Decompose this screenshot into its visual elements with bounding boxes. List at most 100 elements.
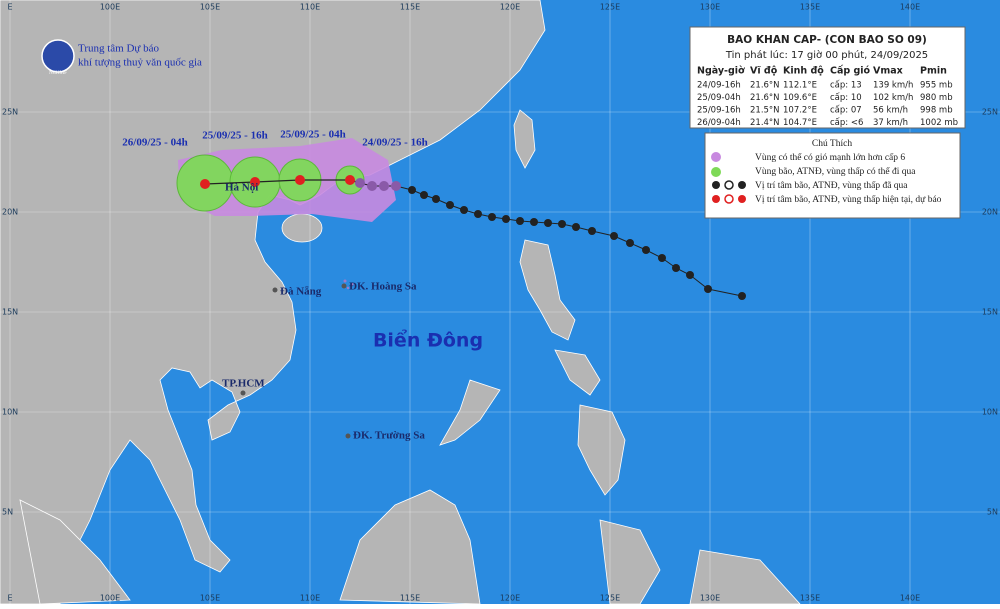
lon-label: 125E bbox=[600, 3, 620, 12]
legend-item: Vùng có thể có gió mạnh lớn hơn cấp 6 bbox=[755, 152, 905, 163]
place-label: ĐK. Hoàng Sa bbox=[349, 281, 417, 293]
table-header: Cấp gió bbox=[830, 66, 871, 77]
lon-label: 135E bbox=[800, 3, 820, 12]
lat-label: 5N bbox=[987, 508, 998, 517]
past-position bbox=[420, 191, 428, 199]
table-header: Vmax bbox=[873, 66, 903, 77]
bulletin-table: Ngày-giờ Vĩ độ Kinh độ Cấp gió Vmax Pmin 24/09… bbox=[697, 66, 958, 129]
place-label: ĐK. Trường Sa bbox=[353, 430, 425, 442]
table-cell: 21.6°N bbox=[750, 81, 780, 91]
past-position bbox=[672, 264, 680, 272]
lat-label: 25N bbox=[982, 108, 998, 117]
table-header: Ngày-giờ bbox=[697, 66, 745, 77]
bulletin-box bbox=[689, 26, 966, 129]
lon-label: 105E bbox=[200, 594, 220, 603]
past-position bbox=[474, 210, 482, 218]
place-label: Hà Nội bbox=[225, 182, 258, 194]
place-dot bbox=[345, 433, 351, 439]
table-cell: 109.6°E bbox=[783, 93, 817, 103]
table-cell: 21.4°N bbox=[750, 118, 780, 128]
table-cell: 37 km/h bbox=[873, 118, 908, 128]
legend-title: Chú Thích bbox=[812, 139, 852, 149]
logo bbox=[41, 39, 75, 73]
legend-item: Vùng bão, ATNĐ, vùng thấp có thể đi qua bbox=[755, 166, 916, 177]
table-header: Pmin bbox=[920, 66, 947, 77]
lat-label: 20N bbox=[2, 208, 18, 217]
org-line: khí tượng thuỷ văn quốc gia bbox=[78, 57, 202, 69]
time-label: 25/09/25 - 04h bbox=[280, 129, 345, 141]
legend-icon bbox=[712, 180, 746, 190]
table-cell: 24/09-16h bbox=[697, 81, 741, 91]
lon-label: 120E bbox=[500, 594, 520, 603]
org-line: Trung tâm Dự báo bbox=[78, 43, 160, 55]
lon-label: 115E bbox=[400, 594, 420, 603]
past-position bbox=[379, 181, 389, 191]
past-position bbox=[488, 213, 496, 221]
lon-label: 100E bbox=[100, 594, 120, 603]
past-position bbox=[738, 292, 746, 300]
past-position bbox=[460, 206, 468, 214]
place-dot bbox=[240, 390, 246, 396]
lon-label: 105E bbox=[200, 3, 220, 12]
sea-label: Biển Đông bbox=[373, 329, 483, 352]
table-cell: 21.5°N bbox=[750, 106, 780, 116]
lon-label: E bbox=[7, 594, 12, 603]
past-position bbox=[610, 232, 618, 240]
lat-label: 20N bbox=[982, 208, 998, 217]
lon-label: 110E bbox=[300, 3, 320, 12]
past-position bbox=[686, 271, 694, 279]
table-cell: 56 km/h bbox=[873, 106, 908, 116]
legend-icon bbox=[712, 194, 746, 204]
past-position bbox=[446, 201, 454, 209]
lon-label: 100E bbox=[100, 3, 120, 12]
table-cell: cấp: 10 bbox=[830, 92, 862, 103]
table-cell: 102 km/h bbox=[873, 93, 913, 103]
lon-label: 120E bbox=[500, 3, 520, 12]
past-position bbox=[432, 195, 440, 203]
place-dot bbox=[272, 287, 278, 293]
lat-label: 10N bbox=[982, 408, 998, 417]
bulletin: BAO KHAN CAP- (CON BAO SO 09) Tin phát l… bbox=[689, 26, 966, 129]
table-cell: 139 km/h bbox=[873, 81, 913, 91]
bulletin-title: BAO KHAN CAP- (CON BAO SO 09) bbox=[727, 34, 927, 46]
table-cell: 955 mb bbox=[920, 81, 953, 91]
legend-icon bbox=[711, 152, 721, 162]
legend: Chú Thích Vùng có thể có gió mạnh lớn hơ… bbox=[704, 132, 961, 219]
past-position bbox=[572, 223, 580, 231]
lon-label: 110E bbox=[300, 594, 320, 603]
past-track bbox=[355, 178, 746, 300]
past-position bbox=[516, 217, 524, 225]
past-position bbox=[626, 239, 634, 247]
lon-label: E bbox=[7, 3, 12, 12]
lat-label: 15N bbox=[982, 308, 998, 317]
labels: 26/09/25 - 04h 25/09/25 - 16h 25/09/25 -… bbox=[122, 129, 483, 442]
lon-label: 135E bbox=[800, 594, 820, 603]
table-cell: 104.7°E bbox=[783, 118, 817, 128]
place-label: TP.HCM bbox=[222, 378, 265, 390]
legend-icon bbox=[711, 167, 721, 177]
lat-label: 25N bbox=[2, 108, 18, 117]
past-position bbox=[588, 227, 596, 235]
logo-text: NCHMF bbox=[49, 71, 67, 76]
agency: NCHMF Trung tâm Dự báo khí tượng thuỷ vă… bbox=[41, 39, 202, 76]
legend-item: Vị trí tâm bão, ATNĐ, vùng thấp đã qua bbox=[755, 180, 908, 191]
past-position bbox=[544, 219, 552, 227]
time-label: 24/09/25 - 16h bbox=[362, 137, 427, 149]
place-dot bbox=[341, 283, 347, 289]
past-position bbox=[408, 186, 416, 194]
lon-label: 140E bbox=[900, 3, 920, 12]
time-label: 25/09/25 - 16h bbox=[202, 130, 267, 142]
table-cell: 107.2°E bbox=[783, 106, 817, 116]
table-header: Vĩ độ bbox=[750, 66, 778, 77]
bulletin-issued: Tin phát lúc: 17 giờ 00 phút, 24/09/2025 bbox=[725, 49, 928, 61]
table-cell: 26/09-04h bbox=[697, 118, 741, 128]
past-position bbox=[530, 218, 538, 226]
table-cell: 112.1°E bbox=[783, 81, 817, 91]
past-position bbox=[558, 220, 566, 228]
legend-item: Vị trí tâm bão, ATNĐ, vùng thấp hiện tại… bbox=[755, 194, 942, 205]
past-position bbox=[355, 178, 365, 188]
table-cell: 21.6°N bbox=[750, 93, 780, 103]
lon-label: 130E bbox=[700, 3, 720, 12]
forecast-positions bbox=[200, 175, 355, 189]
table-cell: cấp: 13 bbox=[830, 80, 862, 91]
